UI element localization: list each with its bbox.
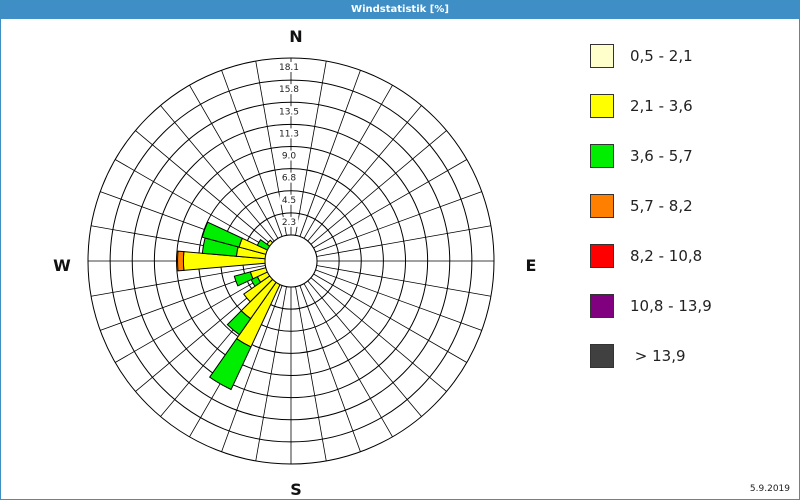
grid-spoke bbox=[303, 283, 393, 438]
legend-item-bin-5: 8,2 - 10,8 bbox=[590, 244, 790, 294]
compass-labels: N E S W bbox=[53, 27, 536, 499]
window-title: Windstatistik [%] bbox=[1, 1, 799, 19]
compass-label-s: S bbox=[290, 480, 302, 499]
grid-spoke bbox=[189, 84, 279, 239]
grid-spoke bbox=[310, 277, 447, 392]
radial-tick-labels: 2.3 4.5 6.8 9.0 11.3 13.5 15.8 18.1 bbox=[276, 62, 302, 228]
radial-tick-label: 4.5 bbox=[282, 196, 296, 206]
wind-sectors bbox=[177, 221, 318, 391]
legend-label: 2,1 - 3,6 bbox=[630, 97, 693, 115]
speed-legend: 0,5 - 2,1 2,1 - 3,6 3,6 - 5,7 5,7 - 8,2 … bbox=[590, 44, 790, 394]
legend-swatch bbox=[590, 344, 614, 368]
date-stamp: 5.9.2019 bbox=[749, 484, 790, 494]
grid-spoke bbox=[307, 105, 422, 242]
radial-tick-label: 15.8 bbox=[279, 85, 299, 95]
legend-swatch bbox=[590, 294, 614, 318]
grid-spoke bbox=[295, 286, 327, 461]
radial-tick-label: 2.3 bbox=[282, 218, 296, 228]
legend-item-bin-1: 0,5 - 2,1 bbox=[590, 44, 790, 94]
compass-label-e: E bbox=[526, 256, 537, 275]
legend-swatch bbox=[590, 94, 614, 118]
tick-label-bg bbox=[279, 172, 299, 183]
legend-item-bin-3: 3,6 - 5,7 bbox=[590, 144, 790, 194]
grid-spoke bbox=[221, 285, 283, 452]
grid-spoke bbox=[310, 130, 447, 245]
tick-label-bg bbox=[276, 84, 302, 95]
legend-item-bin-2: 2,1 - 3,6 bbox=[590, 94, 790, 144]
grid-spoke bbox=[295, 61, 327, 236]
compass-label-n: N bbox=[289, 27, 302, 46]
legend-label: > 13,9 bbox=[630, 347, 686, 365]
tick-label-bg bbox=[276, 62, 302, 72]
grid-spoke bbox=[315, 191, 482, 253]
grid-spoke bbox=[255, 286, 287, 461]
legend-item-bin-7: > 13,9 bbox=[590, 344, 790, 394]
legend-label: 10,8 - 13,9 bbox=[630, 297, 712, 315]
tick-label-bg bbox=[279, 216, 299, 227]
grid-spoke bbox=[221, 70, 283, 237]
grid-spoke bbox=[114, 159, 269, 249]
legend-swatch bbox=[590, 194, 614, 218]
polar-grid bbox=[87, 57, 495, 465]
legend-item-bin-6: 10,8 - 13,9 bbox=[590, 294, 790, 344]
grid-spoke bbox=[313, 273, 468, 363]
tick-label-bg bbox=[279, 150, 299, 161]
wind-sector-segment bbox=[201, 221, 243, 248]
tick-label-bg bbox=[276, 106, 302, 117]
wind-sector-segment bbox=[233, 271, 254, 287]
grid-spoke bbox=[299, 70, 361, 237]
grid-spoke bbox=[315, 269, 482, 331]
grid-spoke bbox=[316, 265, 491, 297]
center-hub bbox=[264, 234, 318, 288]
grid-spoke bbox=[135, 130, 272, 245]
radial-tick-label: 9.0 bbox=[282, 152, 297, 162]
radial-tick-label: 18.1 bbox=[279, 63, 299, 73]
tick-label-bg bbox=[276, 128, 302, 139]
grid-spoke bbox=[307, 280, 422, 417]
grid-spoke bbox=[91, 265, 266, 297]
wind-sector-segment bbox=[177, 250, 185, 272]
legend-label: 8,2 - 10,8 bbox=[630, 247, 703, 265]
radial-tick-label: 11.3 bbox=[279, 129, 299, 139]
grid-spoke bbox=[316, 225, 491, 257]
grid-spoke bbox=[313, 159, 468, 249]
tick-label-bg bbox=[279, 194, 299, 205]
legend-swatch bbox=[590, 244, 614, 268]
legend-label: 5,7 - 8,2 bbox=[630, 197, 693, 215]
radial-tick-label: 6.8 bbox=[282, 174, 297, 184]
grid-spoke bbox=[303, 84, 393, 239]
wind-sector-segment bbox=[208, 338, 252, 391]
grid-spoke bbox=[160, 105, 275, 242]
grid-spoke bbox=[114, 273, 269, 363]
compass-label-w: W bbox=[53, 256, 71, 275]
legend-item-bin-4: 5,7 - 8,2 bbox=[590, 194, 790, 244]
legend-label: 3,6 - 5,7 bbox=[630, 147, 693, 165]
legend-swatch bbox=[590, 44, 614, 68]
grid-spoke bbox=[299, 285, 361, 452]
radial-tick-label: 13.5 bbox=[279, 107, 299, 117]
grid-spoke bbox=[255, 61, 287, 236]
legend-label: 0,5 - 2,1 bbox=[630, 47, 693, 65]
legend-swatch bbox=[590, 144, 614, 168]
wind-sector-segment bbox=[226, 310, 252, 336]
